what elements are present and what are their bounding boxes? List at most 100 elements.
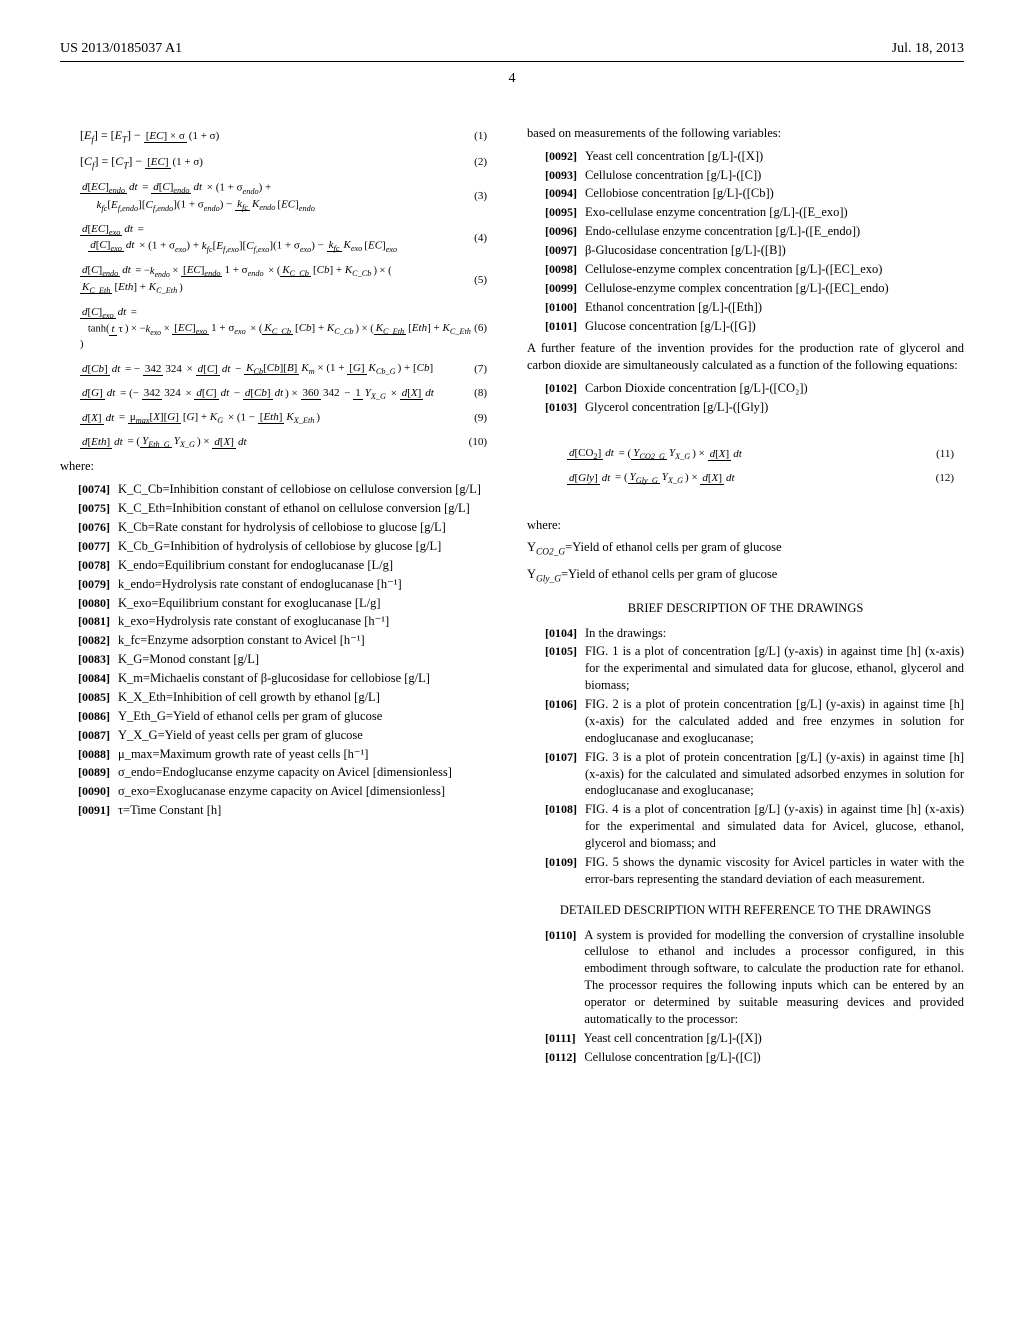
paragraph-item: [0090]σ_exo=Exoglucanase enzyme capacity… — [60, 783, 497, 800]
equation-8: d[G]dt = (− 342324 × d[C]dt − d[Cb]dt) ×… — [60, 386, 497, 402]
paragraph-text: Cellulose-enzyme complex concentration [… — [585, 261, 964, 278]
paragraph-text: Glycerol concentration [g/L]-([Gly]) — [585, 399, 964, 416]
paragraph-number: [0096] — [527, 223, 585, 239]
paragraph-text: k_fc=Enzyme adsorption constant to Avice… — [118, 632, 497, 649]
right-column: based on measurements of the following v… — [527, 119, 964, 1068]
page-number: 4 — [60, 70, 964, 89]
paragraph-number: [0085] — [60, 689, 118, 705]
paragraph-text: Endo-cellulase enzyme concentration [g/L… — [585, 223, 964, 240]
paragraph-item: [0091]τ=Time Constant [h] — [60, 802, 497, 819]
equation-2: [Cf] = [CT] − [EC](1 + σ) (2) — [60, 153, 497, 172]
paragraph-item: [0074]K_C_Cb=Inhibition constant of cell… — [60, 481, 497, 498]
paragraph-item: [0092]Yeast cell concentration [g/L]-([X… — [527, 148, 964, 165]
paragraph-number: [0077] — [60, 538, 118, 554]
paragraph-item: [0108]FIG. 4 is a plot of concentration … — [527, 801, 964, 852]
paragraph-item: [0103]Glycerol concentration [g/L]-([Gly… — [527, 399, 964, 416]
paragraph-number: [0099] — [527, 280, 585, 296]
paragraph-number: [0093] — [527, 167, 585, 183]
paragraph-item: [0107]FIG. 3 is a plot of protein concen… — [527, 749, 964, 800]
paragraph-number: [0084] — [60, 670, 118, 686]
paragraph-text: Ethanol concentration [g/L]-([Eth]) — [585, 299, 964, 316]
equation-6: d[C]exodt = tanh(tτ) × −kexo × [EC]exo1 … — [60, 305, 497, 353]
paragraph-item: [0088]μ_max=Maximum growth rate of yeast… — [60, 746, 497, 763]
left-column: [Ef] = [ET] − [EC] × σ(1 + σ) (1) [Cf] =… — [60, 119, 497, 1068]
paragraph-text: Y_X_G=Yield of yeast cells per gram of g… — [118, 727, 497, 744]
paragraph-text: Cellulose concentration [g/L]-([C]) — [584, 1049, 964, 1066]
drawings-title: BRIEF DESCRIPTION OF THE DRAWINGS — [527, 600, 964, 617]
paragraph-text: Cellulose concentration [g/L]-([C]) — [585, 167, 964, 184]
paragraph-number: [0075] — [60, 500, 118, 516]
paragraph-item: [0111]Yeast cell concentration [g/L]-([X… — [527, 1030, 964, 1047]
equation-9: d[X]dt = μmax[X][G][G] + KG × (1 − [Eth]… — [60, 410, 497, 426]
paragraph-number: [0083] — [60, 651, 118, 667]
paragraph-number: [0091] — [60, 802, 118, 818]
paragraph-text: K_endo=Equilibrium constant for endogluc… — [118, 557, 497, 574]
paragraph-item: [0083]K_G=Monod constant [g/L] — [60, 651, 497, 668]
equation-3: d[EC]endodt = d[C]endodt × (1 + σendo) +… — [60, 180, 497, 214]
where-label-2: where: — [527, 517, 964, 534]
equation-7: d[Cb]dt = − 342324 × d[C]dt − KCb[Cb][B]… — [60, 361, 497, 378]
paragraph-number: [0079] — [60, 576, 118, 592]
paragraph-text: Yeast cell concentration [g/L]-([X]) — [584, 1030, 964, 1047]
where2-line1: YCO2_G=Y_CO2_G=Yield of ethanol cells pe… — [527, 539, 964, 559]
where-label: where: — [60, 458, 497, 475]
paragraph-item: [0075]K_C_Eth=Inhibition constant of eth… — [60, 500, 497, 517]
paragraph-number: [0078] — [60, 557, 118, 573]
paragraph-number: [0105] — [527, 643, 585, 659]
paragraph-number: [0111] — [527, 1030, 584, 1046]
right-intro: based on measurements of the following v… — [527, 125, 964, 142]
paragraph-number: [0087] — [60, 727, 118, 743]
paragraph-item: [0078]K_endo=Equilibrium constant for en… — [60, 557, 497, 574]
paragraph-number: [0074] — [60, 481, 118, 497]
page-header: US 2013/0185037 A1 Jul. 18, 2013 — [60, 40, 964, 62]
paragraph-number: [0082] — [60, 632, 118, 648]
paragraph-number: [0094] — [527, 185, 585, 201]
paragraph-text: K_C_Eth=Inhibition constant of ethanol o… — [118, 500, 497, 517]
paragraph-number: [0107] — [527, 749, 585, 765]
paragraph-text: K_exo=Equilibrium constant for exoglucan… — [118, 595, 497, 612]
paragraph-text: K_m=Michaelis constant of β-glucosidase … — [118, 670, 497, 687]
right-further: A further feature of the invention provi… — [527, 340, 964, 374]
paragraph-text: Cellulose-enzyme complex concentration [… — [585, 280, 964, 297]
paragraph-number: [0076] — [60, 519, 118, 535]
paragraph-number: [0090] — [60, 783, 118, 799]
equation-5: d[C]endodt = −kendo × [EC]endo1 + σendo … — [60, 263, 497, 297]
doc-date: Jul. 18, 2013 — [892, 40, 964, 59]
paragraph-item: [0076]K_Cb=Rate constant for hydrolysis … — [60, 519, 497, 536]
paragraph-item: [0097]β-Glucosidase concentration [g/L]-… — [527, 242, 964, 259]
equation-10: d[Eth]dt = (YEth_GYX_G) × d[X]dt (10) — [60, 434, 497, 450]
paragraph-text: FIG. 1 is a plot of concentration [g/L] … — [585, 643, 964, 694]
paragraph-item: [0101]Glucose concentration [g/L]-([G]) — [527, 318, 964, 335]
where2-line2: YGly_G=Yield of ethanol cells per gram o… — [527, 566, 964, 586]
paragraph-text: FIG. 2 is a plot of protein concentratio… — [585, 696, 964, 747]
equation-1: [Ef] = [ET] − [EC] × σ(1 + σ) (1) — [60, 127, 497, 146]
paragraph-item: [0086]Y_Eth_G=Yield of ethanol cells per… — [60, 708, 497, 725]
paragraph-text: A system is provided for modelling the c… — [584, 927, 964, 1028]
paragraph-item: [0095]Exo-cellulase enzyme concentration… — [527, 204, 964, 221]
paragraph-text: Cellobiose concentration [g/L]-([Cb]) — [585, 185, 964, 202]
paragraph-number: [0110] — [527, 927, 584, 943]
paragraph-item: [0102]Carbon Dioxide concentration [g/L]… — [527, 380, 964, 397]
paragraph-text: τ=Time Constant [h] — [118, 802, 497, 819]
paragraph-number: [0104] — [527, 625, 585, 641]
paragraph-item: [0112]Cellulose concentration [g/L]-([C]… — [527, 1049, 964, 1066]
paragraph-item: [0081]k_exo=Hydrolysis rate constant of … — [60, 613, 497, 630]
paragraph-item: [0099]Cellulose-enzyme complex concentra… — [527, 280, 964, 297]
paragraph-text: μ_max=Maximum growth rate of yeast cells… — [118, 746, 497, 763]
detail-title: DETAILED DESCRIPTION WITH REFERENCE TO T… — [527, 902, 964, 919]
paragraph-number: [0092] — [527, 148, 585, 164]
paragraph-item: [0106]FIG. 2 is a plot of protein concen… — [527, 696, 964, 747]
paragraph-text: k_endo=Hydrolysis rate constant of endog… — [118, 576, 497, 593]
paragraph-text: K_Cb=Rate constant for hydrolysis of cel… — [118, 519, 497, 536]
paragraph-item: [0079]k_endo=Hydrolysis rate constant of… — [60, 576, 497, 593]
paragraph-number: [0103] — [527, 399, 585, 415]
paragraph-text: FIG. 3 is a plot of protein concentratio… — [585, 749, 964, 800]
paragraph-text: K_C_Cb=Inhibition constant of cellobiose… — [118, 481, 497, 498]
paragraph-item: [0084]K_m=Michaelis constant of β-glucos… — [60, 670, 497, 687]
paragraph-text: Yeast cell concentration [g/L]-([X]) — [585, 148, 964, 165]
equation-11: d[CO2]dt = (YCO2_GYX_G) × d[X]dt (11) — [527, 446, 964, 462]
paragraph-number: [0106] — [527, 696, 585, 712]
paragraph-item: [0109]FIG. 5 shows the dynamic viscosity… — [527, 854, 964, 888]
paragraph-item: [0087]Y_X_G=Yield of yeast cells per gra… — [60, 727, 497, 744]
paragraph-number: [0086] — [60, 708, 118, 724]
